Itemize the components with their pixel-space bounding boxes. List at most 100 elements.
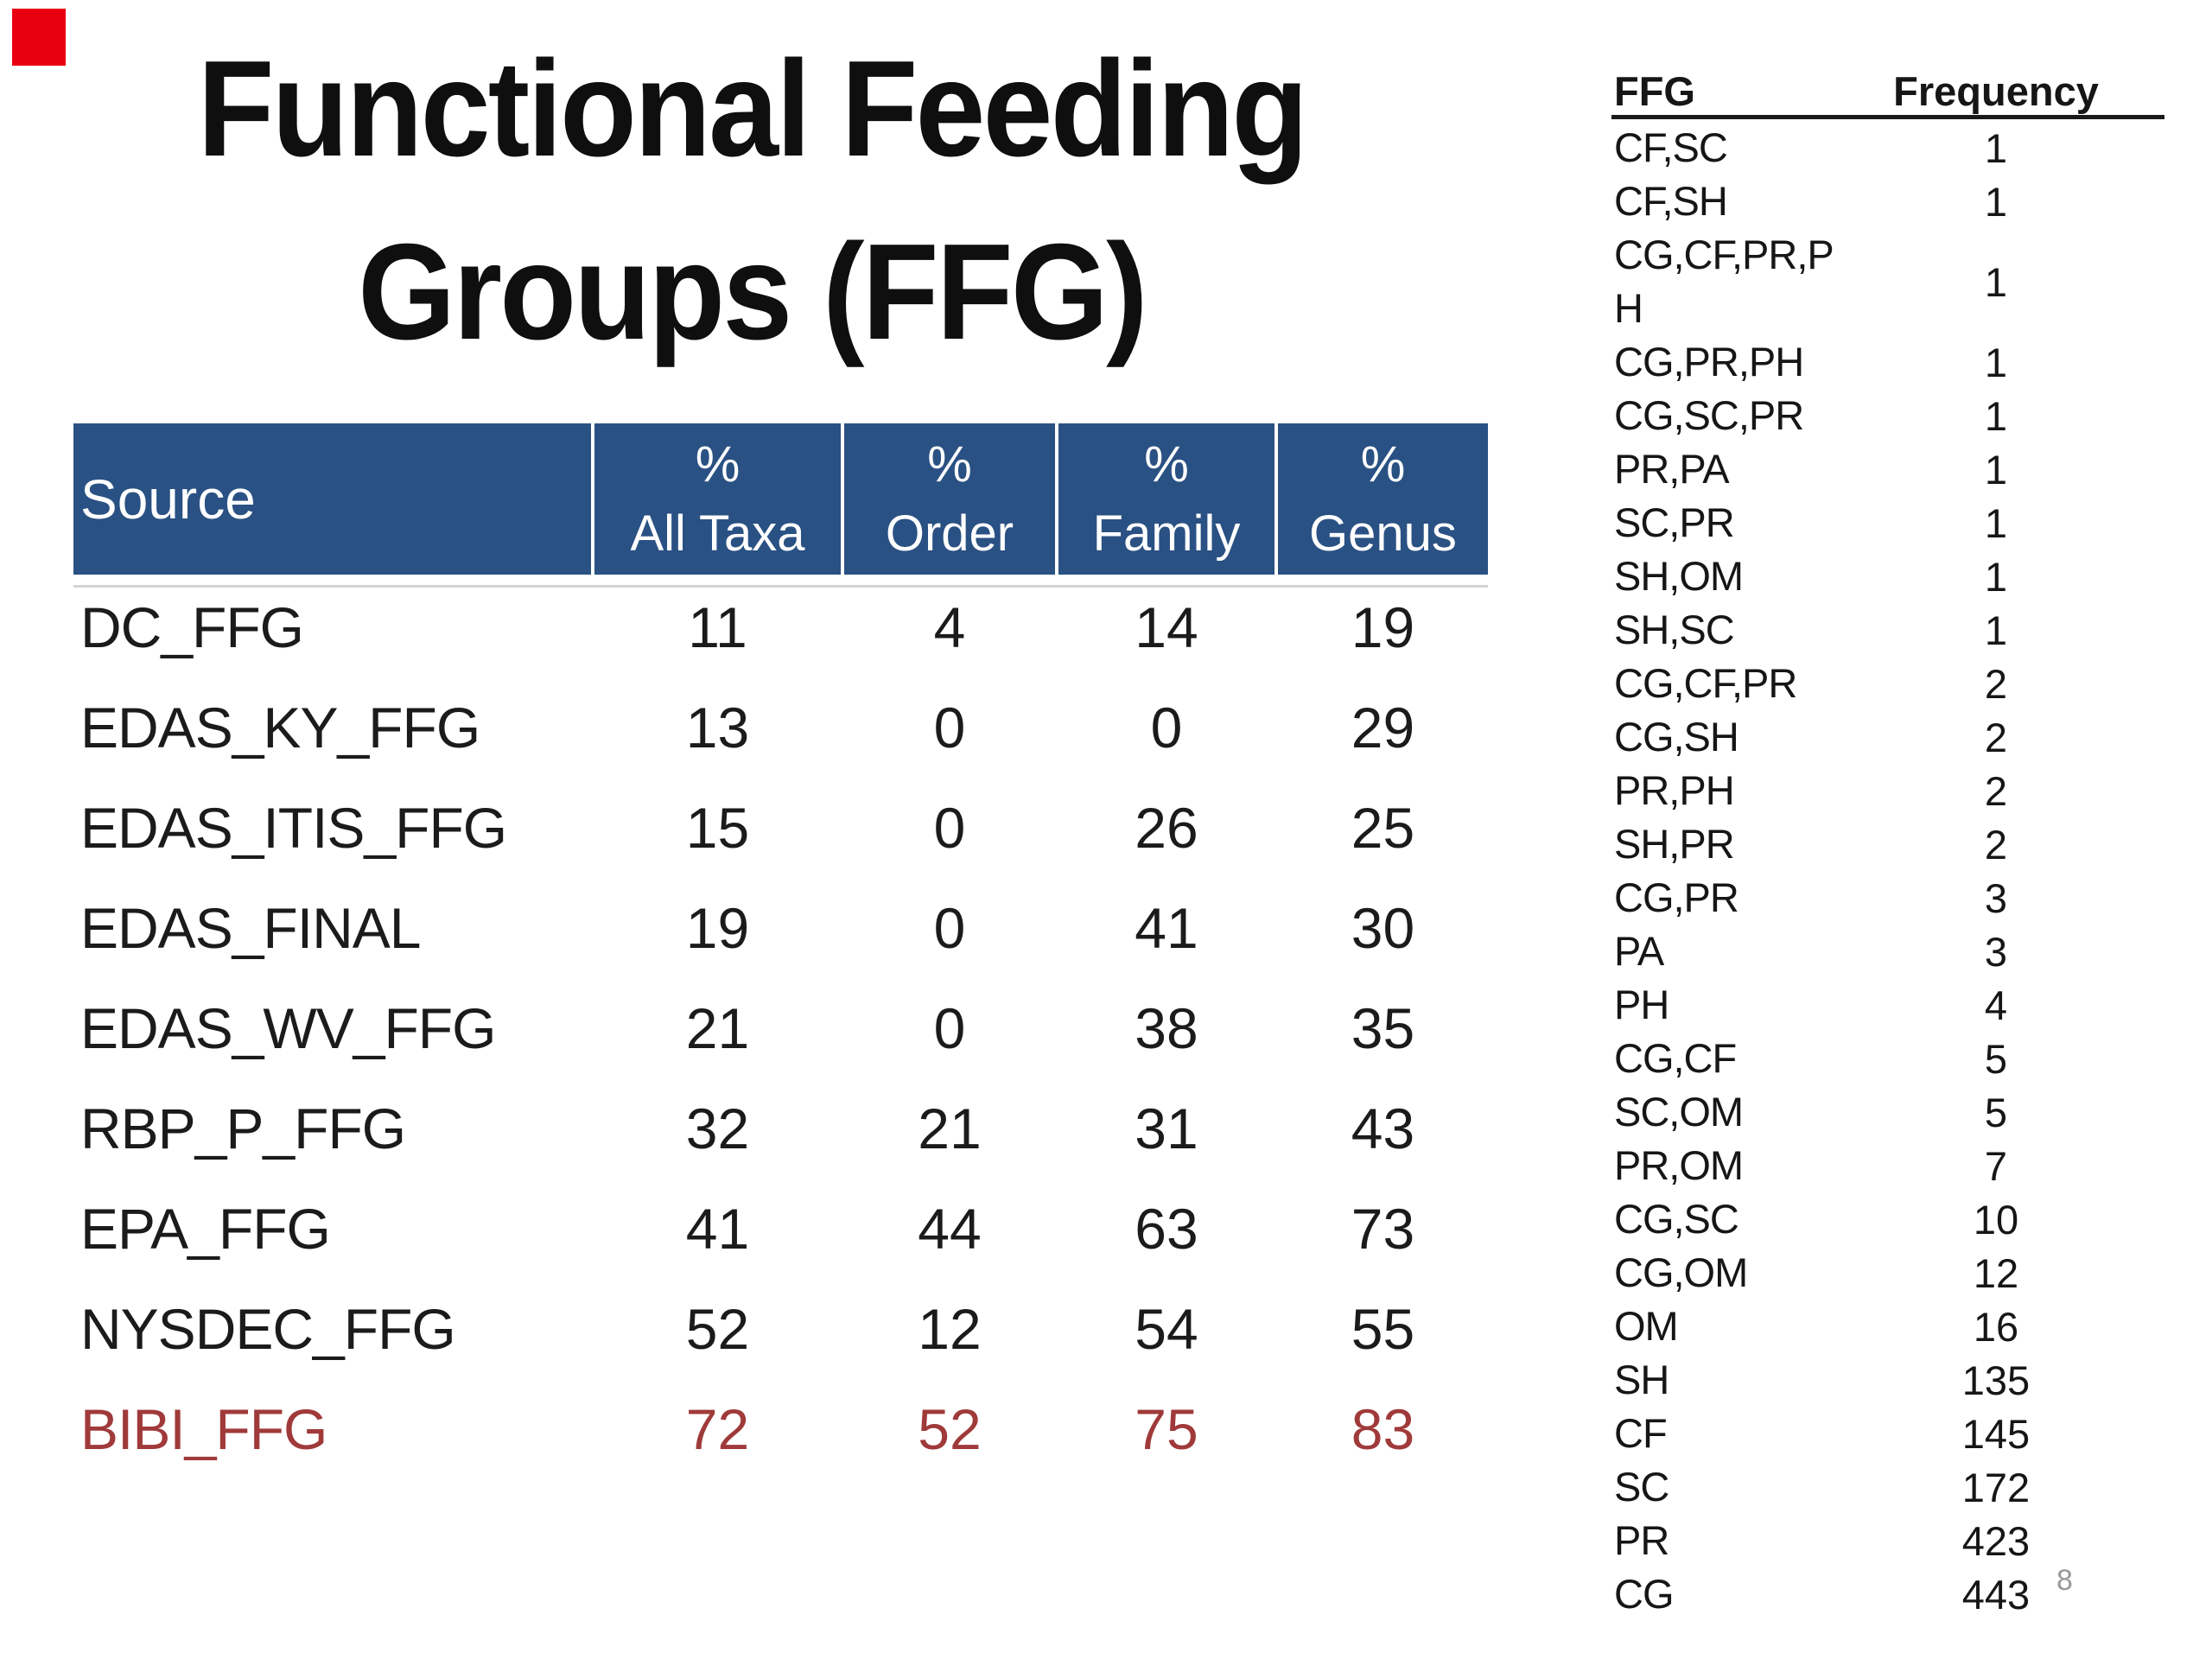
- row-all-taxa: 52: [685, 1297, 750, 1361]
- frequency-table-body: CF,SC 1 CF,SH 1 CG,CF,PR,P H 1 CG,PR,PH 1 CG,SC,…: [1614, 121, 2167, 1621]
- column-header-order-line2: Order: [885, 505, 1014, 562]
- frequency-row: CF,SC 1: [1614, 121, 2167, 175]
- frequency-row-ffg: CF,SH: [1614, 178, 1728, 224]
- frequency-row: CG,CF,PR 2: [1614, 657, 2167, 710]
- frequency-row: PR,PH 2: [1614, 764, 2167, 817]
- frequency-row-ffg: CG,CF,PR: [1614, 660, 1797, 706]
- column-header-all-taxa-line2: All Taxa: [630, 505, 805, 562]
- frequency-row-ffg: PA: [1614, 928, 1664, 974]
- row-order: 21: [918, 1096, 982, 1160]
- frequency-row: CG 443: [1614, 1567, 2167, 1621]
- row-all-taxa: 72: [685, 1397, 750, 1461]
- row-genus: 55: [1351, 1297, 1415, 1361]
- row-order: 12: [918, 1297, 982, 1361]
- frequency-row-ffg: CG,CF,PR,P H: [1614, 232, 1834, 331]
- column-header-family-line2: Family: [1092, 505, 1241, 562]
- frequency-row: PR 423: [1614, 1514, 2167, 1567]
- frequency-row-value: 1: [1984, 178, 2008, 225]
- frequency-row-ffg: PR: [1614, 1517, 1669, 1563]
- frequency-row-value: 3: [1984, 874, 2008, 921]
- frequency-row-value: 1: [1984, 446, 2008, 493]
- frequency-row-ffg: SH,PR: [1614, 821, 1735, 867]
- frequency-row-value: 5: [1984, 1035, 2008, 1082]
- slide-title-line1: Functional Feeding: [197, 33, 1309, 185]
- frequency-row-ffg: CG,OM: [1614, 1249, 1748, 1295]
- table-row: EPA_FFG 41 44 63 73: [73, 1179, 1488, 1279]
- frequency-row: CG,SH 2: [1614, 710, 2167, 764]
- row-all-taxa: 41: [685, 1197, 750, 1261]
- frequency-row: SC 172: [1614, 1460, 2167, 1514]
- frequency-row: CF 145: [1614, 1407, 2167, 1460]
- frequency-row: CG,PR,PH 1: [1614, 335, 2167, 389]
- frequency-header-ffg: FFG: [1614, 68, 1695, 114]
- frequency-row: OM 16: [1614, 1300, 2167, 1353]
- frequency-row-ffg: SH,OM: [1614, 553, 1744, 599]
- frequency-row-ffg: SC,OM: [1614, 1089, 1744, 1135]
- frequency-row-ffg: PR,PA: [1614, 446, 1730, 492]
- column-header-family-line1: %: [1144, 435, 1189, 493]
- table-header-row: Source % All Taxa % Order % Family % Gen…: [73, 423, 1488, 575]
- frequency-row-ffg: CF,SC: [1614, 124, 1728, 170]
- row-order: 44: [918, 1197, 982, 1261]
- row-all-taxa: 19: [685, 896, 750, 960]
- column-header-order: % Order: [841, 423, 1055, 575]
- column-header-all-taxa-line1: %: [695, 435, 741, 493]
- row-family: 41: [1135, 896, 1198, 960]
- header-divider-line: [73, 585, 1488, 588]
- column-header-source: Source: [73, 423, 591, 575]
- frequency-row: SH 135: [1614, 1353, 2167, 1407]
- table-row: NYSDEC_FFG 52 12 54 55: [73, 1279, 1488, 1379]
- row-family: 63: [1135, 1197, 1198, 1261]
- frequency-row-ffg: SC: [1614, 1464, 1669, 1510]
- frequency-row-ffg: CG,CF: [1614, 1035, 1737, 1081]
- frequency-row-ffg: CG,SH: [1614, 714, 1739, 760]
- frequency-row-ffg: OM: [1614, 1303, 1679, 1349]
- frequency-row-value: 3: [1984, 928, 2008, 975]
- table-row: EDAS_ITIS_FFG 15 0 26 25: [73, 778, 1488, 878]
- row-source: DC_FFG: [80, 595, 304, 659]
- frequency-row-value: 135: [1961, 1357, 2031, 1403]
- column-header-genus-line1: %: [1360, 435, 1406, 493]
- row-all-taxa: 11: [688, 595, 747, 659]
- frequency-row-ffg: CG,SC,PR: [1614, 392, 1804, 438]
- table-row: RBP_P_FFG 32 21 31 43: [73, 1078, 1488, 1179]
- frequency-row-value: 172: [1961, 1464, 2031, 1510]
- frequency-row-value: 2: [1984, 714, 2008, 760]
- row-genus: 73: [1351, 1197, 1415, 1261]
- table-row: DC_FFG 11 4 14 19: [73, 577, 1488, 677]
- column-header-family: % Family: [1055, 423, 1274, 575]
- frequency-row-ffg: SH,SC: [1614, 607, 1735, 652]
- row-genus: 83: [1351, 1397, 1415, 1461]
- column-header-all-taxa: % All Taxa: [591, 423, 841, 575]
- row-source: EDAS_KY_FFG: [80, 696, 480, 760]
- row-genus: 35: [1351, 996, 1415, 1060]
- frequency-row: PA 3: [1614, 925, 2167, 978]
- row-source: RBP_P_FFG: [80, 1096, 406, 1160]
- row-all-taxa: 13: [685, 696, 750, 760]
- row-order: 0: [933, 796, 966, 860]
- frequency-row: SC,OM 5: [1614, 1085, 2167, 1139]
- row-order: 0: [933, 696, 966, 760]
- row-all-taxa: 32: [685, 1096, 750, 1160]
- frequency-row: SC,PR 1: [1614, 496, 2167, 550]
- table-row: EDAS_KY_FFG 13 0 0 29: [73, 677, 1488, 778]
- row-all-taxa: 21: [685, 996, 750, 1060]
- frequency-row-ffg: CG,PR: [1614, 874, 1739, 920]
- row-source: NYSDEC_FFG: [80, 1297, 456, 1361]
- frequency-row-value: 4: [1984, 982, 2008, 1028]
- frequency-row-value: 7: [1984, 1142, 2008, 1189]
- frequency-row: CG,CF,PR,P H 1: [1614, 228, 2167, 335]
- frequency-row-value: 443: [1961, 1571, 2031, 1618]
- frequency-row-ffg: SH: [1614, 1357, 1669, 1402]
- frequency-row: PR,PA 1: [1614, 442, 2167, 496]
- frequency-row-ffg: PH: [1614, 982, 1669, 1027]
- frequency-row: CG,PR 3: [1614, 871, 2167, 925]
- row-all-taxa: 15: [685, 796, 750, 860]
- frequency-row: CG,OM 12: [1614, 1246, 2167, 1300]
- frequency-row-value: 1: [1984, 607, 2008, 653]
- frequency-row-ffg: CG,SC: [1614, 1196, 1739, 1242]
- frequency-row: PH 4: [1614, 978, 2167, 1032]
- row-source: EDAS_FINAL: [80, 896, 421, 960]
